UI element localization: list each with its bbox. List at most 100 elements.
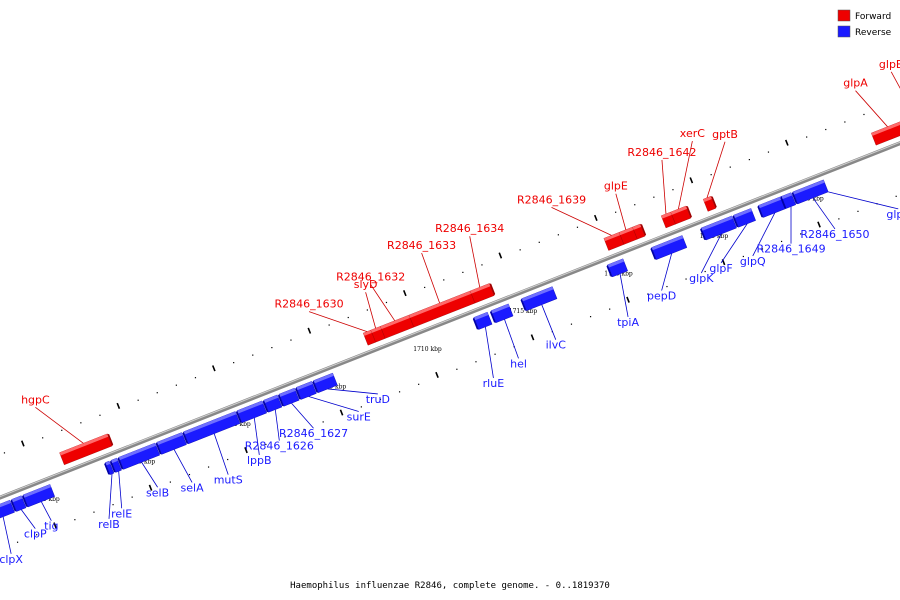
- minor-tick-below: [857, 210, 859, 212]
- minor-tick-above: [825, 128, 827, 131]
- minor-tick-below: [112, 504, 114, 506]
- reverse-gene-label-19: glpF: [709, 262, 732, 275]
- gene-bevel: [733, 208, 753, 218]
- minor-tick-above: [462, 271, 464, 273]
- gene-connector: [274, 409, 280, 441]
- reverse-gene-4: [109, 457, 122, 473]
- major-tick-above: [593, 214, 598, 221]
- gene-connector: [40, 501, 52, 521]
- minor-tick-above: [672, 189, 674, 191]
- legend-forward-label: Forward: [855, 12, 891, 22]
- minor-tick-above: [767, 151, 770, 153]
- reverse-gene-label-6: selA: [181, 481, 205, 494]
- gene-connector: [752, 212, 776, 257]
- minor-tick-below: [895, 195, 897, 197]
- forward-gene-label-2: slyD: [354, 278, 378, 291]
- minor-tick-below: [800, 233, 802, 235]
- gene-bevel: [491, 303, 510, 314]
- gene-bevel: [661, 212, 672, 219]
- reverse-gene-label-7: mutS: [214, 474, 243, 487]
- reverse-gene-label-23: glpT: [886, 208, 900, 221]
- minor-tick-above: [844, 121, 846, 123]
- reverse-gene-12: [312, 372, 338, 393]
- minor-tick-above: [806, 136, 808, 138]
- gene-cap: [10, 499, 17, 512]
- minor-tick-above: [653, 196, 655, 198]
- reverse-gene-6: [155, 432, 187, 455]
- gene-bevel: [603, 232, 621, 242]
- gene-connector: [677, 140, 693, 210]
- minor-tick-above: [557, 234, 559, 236]
- minor-tick-above: [729, 166, 731, 168]
- forward-gene-label-9: R2846_1642: [627, 146, 696, 159]
- minor-tick-below: [761, 248, 764, 250]
- gene-cap: [104, 462, 111, 475]
- gene-cap: [472, 317, 479, 330]
- forward-gene-12: [871, 121, 900, 146]
- reverse-gene-14: [489, 303, 514, 324]
- gene-bevel: [237, 400, 264, 414]
- reverse-gene-19: [732, 208, 756, 228]
- gene-cap: [710, 196, 717, 209]
- forward-gene-label-3: R2846_1632: [336, 271, 405, 284]
- gene-bevel: [296, 381, 313, 391]
- minor-tick-below: [647, 293, 649, 295]
- minor-tick-above: [156, 392, 158, 394]
- major-tick-above: [307, 327, 312, 334]
- forward-gene-0: [59, 433, 114, 466]
- minor-tick-below: [16, 541, 19, 543]
- reverse-gene-10: [277, 387, 300, 407]
- gene-bevel: [23, 484, 52, 498]
- minor-tick-below: [609, 308, 611, 310]
- minor-tick-below: [838, 218, 840, 220]
- forward-gene-label-4: R2846_1633: [387, 239, 456, 252]
- gene-bevel: [105, 461, 111, 466]
- gene-bevel: [758, 196, 783, 209]
- reverse-gene-label-16: tpiA: [617, 316, 639, 329]
- reverse-gene-11: [295, 381, 317, 400]
- gene-cap: [489, 310, 496, 323]
- gene-cap: [312, 380, 319, 393]
- gene-cap: [606, 264, 613, 277]
- reverse-gene-5: [117, 442, 161, 470]
- minor-tick-above: [194, 377, 197, 379]
- minor-tick-above: [634, 204, 636, 206]
- minor-tick-above: [233, 362, 235, 364]
- minor-tick-below: [494, 353, 496, 355]
- gene-connector: [661, 253, 673, 291]
- gene-connector: [615, 193, 627, 230]
- gene-cap: [757, 205, 764, 218]
- minor-tick-below: [475, 361, 477, 363]
- gene-bevel: [313, 373, 334, 384]
- gene-connector: [108, 473, 113, 519]
- reverse-gene-label-10: R2846_1627: [279, 427, 348, 440]
- major-tick-below: [817, 221, 821, 228]
- minor-tick-below: [456, 368, 458, 370]
- minor-tick-above: [347, 316, 349, 319]
- backbone-highlight: [0, 141, 900, 498]
- gene-connector: [619, 273, 629, 317]
- forward-gene-10: [670, 205, 692, 225]
- major-tick-below: [626, 296, 630, 303]
- reverse-gene-label-8: lppB: [247, 454, 272, 467]
- minor-tick-above: [271, 347, 273, 349]
- gene-connector: [35, 406, 84, 444]
- gene-bevel: [0, 500, 11, 508]
- reverse-gene-9: [262, 394, 283, 413]
- gene-cap: [155, 442, 162, 455]
- gene-bevel: [703, 196, 712, 203]
- gene-connector: [365, 292, 377, 329]
- legend-reverse-swatch: [837, 25, 851, 38]
- gene-cap: [489, 283, 496, 296]
- forward-gene-label-11: gptB: [712, 128, 738, 141]
- reverse-gene-label-5: selB: [146, 486, 169, 499]
- major-tick-above: [402, 290, 407, 297]
- gene-bevel: [632, 224, 642, 230]
- reverse-gene-15: [520, 286, 558, 311]
- minor-tick-below: [780, 240, 783, 243]
- gene-cap: [107, 433, 114, 446]
- major-tick-above: [20, 440, 25, 447]
- gene-face: [59, 433, 113, 466]
